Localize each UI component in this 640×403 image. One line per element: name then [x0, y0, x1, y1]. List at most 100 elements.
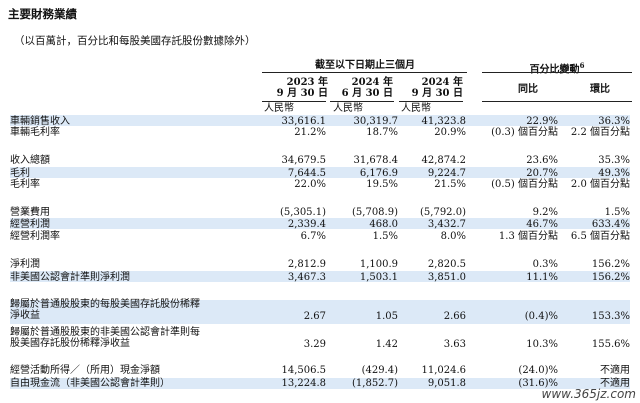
cell-yoy: 1.3 個百分點 — [498, 231, 558, 242]
cell-v3: 3,432.7 — [427, 219, 466, 230]
col3-rule — [399, 101, 463, 102]
col3-year: 2024 年 — [421, 77, 463, 88]
col1-unit: 人民幣 — [264, 103, 294, 114]
cell-v2: (1,852.7) — [352, 378, 398, 389]
header-qoq: 環比 — [590, 84, 610, 95]
row-label: 營業費用 — [10, 207, 50, 218]
cell-v2: 1.5% — [372, 231, 398, 242]
cell-yoy: (0.3) 個百分點 — [491, 127, 558, 138]
cell-v1: 7,644.5 — [287, 168, 326, 179]
cell-yoy: 22.9% — [526, 116, 558, 127]
row-label: 經營活動所得／（所用）現金淨額 — [10, 365, 160, 376]
header-yoy: 同比 — [518, 84, 538, 95]
band — [10, 300, 630, 324]
cell-v1: 2,812.9 — [287, 259, 326, 270]
watermark: www.365jz.com — [541, 387, 636, 401]
cell-yoy: (31.6)% — [518, 378, 558, 389]
cell-v1: 22.0% — [294, 179, 326, 190]
row-label: 收入總額 — [10, 155, 50, 166]
cell-qoq: 35.3% — [598, 155, 630, 166]
row-label: 自由現金流（非美國公認會計準則） — [10, 378, 170, 389]
header-col2: 2024 年 6 月 30 日 — [323, 77, 393, 99]
row-label: 車輛銷售收入 — [10, 116, 70, 127]
col2-rule — [330, 101, 394, 102]
row-label: 歸屬於普通股股東的每股美國存託股份稀釋 淨收益 — [10, 299, 200, 321]
cell-v1: 13,224.8 — [281, 378, 326, 389]
cell-qoq: 153.3% — [591, 311, 630, 322]
header-change-group: 百分比變動6 — [482, 60, 632, 75]
cell-qoq: 2.0 個百分點 — [570, 179, 630, 190]
cell-v3: 42,874.2 — [421, 155, 466, 166]
row-label: 經營利潤 — [10, 219, 50, 230]
cell-v3: 2,820.5 — [427, 259, 466, 270]
col2-unit: 人民幣 — [333, 103, 363, 114]
cell-v1: 3.29 — [303, 339, 326, 350]
col1-year: 2023 年 — [286, 77, 328, 88]
cell-v3: 8.0% — [440, 231, 466, 242]
cell-v3: 20.9% — [434, 127, 466, 138]
cell-yoy: (0.4)% — [524, 311, 558, 322]
header-change-label: 百分比變動 — [529, 64, 580, 76]
footnote-marker: 6 — [579, 61, 585, 70]
cell-qoq: 156.2% — [591, 272, 630, 283]
cell-yoy: 0.3% — [532, 259, 558, 270]
header-rule-change — [482, 72, 632, 73]
cell-yoy: (0.5) 個百分點 — [491, 179, 558, 190]
col1-rule — [262, 101, 326, 102]
cell-yoy: 20.7% — [526, 168, 558, 179]
cell-v2: 30,319.7 — [353, 116, 398, 127]
cell-v3: (5,792.0) — [420, 207, 466, 218]
row-label: 車輛毛利率 — [10, 127, 60, 138]
row-label: 歸屬於普通股股東的非美國公認會計準則每 股美國存託股份稀釋淨收益 — [10, 327, 200, 349]
cell-yoy: 9.2% — [532, 207, 558, 218]
cell-v2: 1,100.9 — [359, 259, 398, 270]
cell-v3: 3.63 — [443, 339, 466, 350]
cell-v1: 2,339.4 — [287, 219, 326, 230]
header-period-group: 截至以下日期止三個月 — [315, 60, 415, 71]
change-rule — [482, 101, 632, 102]
cell-qoq: 不適用 — [600, 378, 630, 389]
cell-yoy: 11.1% — [526, 272, 558, 283]
row-label: 非美國公認會計準則淨利潤 — [10, 272, 130, 283]
report-title: 主要財務業績 — [8, 7, 77, 21]
cell-qoq: 633.4% — [591, 219, 630, 230]
cell-v3: 9,224.7 — [427, 168, 466, 179]
col3-unit: 人民幣 — [401, 103, 431, 114]
cell-v2: 19.5% — [366, 179, 398, 190]
cell-yoy: 46.7% — [526, 219, 558, 230]
cell-qoq: 156.2% — [591, 259, 630, 270]
cell-v3: 21.5% — [434, 179, 466, 190]
cell-v1: 34,679.5 — [281, 155, 326, 166]
cell-v2: 1.42 — [375, 339, 398, 350]
cell-yoy: 10.3% — [526, 339, 558, 350]
cell-v2: 18.7% — [366, 127, 398, 138]
cell-v2: 468.0 — [369, 219, 398, 230]
cell-v3: 11,024.6 — [421, 365, 466, 376]
col3-date: 9 月 30 日 — [411, 88, 463, 99]
cell-qoq: 36.3% — [598, 116, 630, 127]
cell-v2: (5,708.9) — [352, 207, 398, 218]
cell-v1: 21.2% — [294, 127, 326, 138]
header-col1: 2023 年 9 月 30 日 — [258, 77, 328, 99]
cell-v2: 1.05 — [375, 311, 398, 322]
cell-v1: 14,506.5 — [281, 365, 326, 376]
cell-qoq: 6.5 個百分點 — [570, 231, 630, 242]
cell-qoq: 49.3% — [598, 168, 630, 179]
cell-v2: (429.4) — [361, 365, 398, 376]
row-label: 淨利潤 — [10, 259, 40, 270]
col1-date: 9 月 30 日 — [276, 88, 328, 99]
band — [10, 115, 630, 126]
header-col3: 2024 年 9 月 30 日 — [393, 77, 463, 99]
col2-year: 2024 年 — [351, 77, 393, 88]
cell-yoy: 23.6% — [526, 155, 558, 166]
cell-v3: 41,323.8 — [421, 116, 466, 127]
cell-qoq: 1.5% — [604, 207, 630, 218]
row-label: 經營利潤率 — [10, 231, 60, 242]
cell-v1: 6.7% — [300, 231, 326, 242]
cell-yoy: (24.0)% — [518, 365, 558, 376]
cell-v1: 2.67 — [303, 311, 326, 322]
cell-v2: 31,678.4 — [353, 155, 398, 166]
cell-v1: (5,305.1) — [280, 207, 326, 218]
cell-v3: 9,051.8 — [427, 378, 466, 389]
cell-qoq: 不適用 — [600, 365, 630, 376]
